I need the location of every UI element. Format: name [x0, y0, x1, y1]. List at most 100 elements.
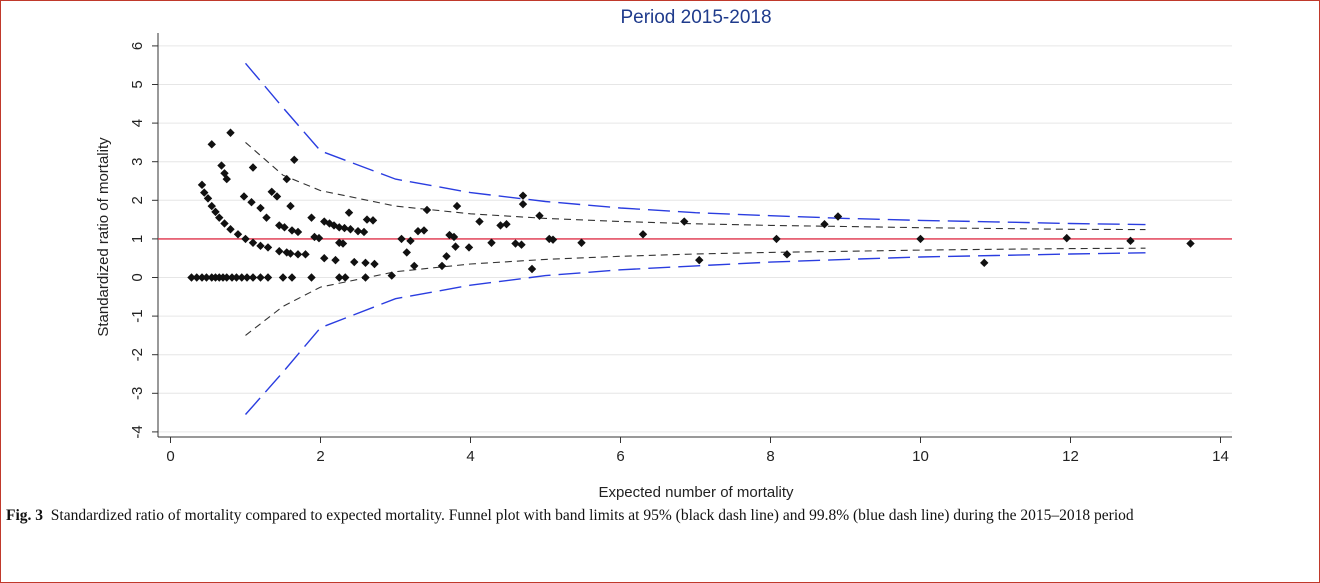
data-point: [437, 261, 447, 271]
x-tick-label: 6: [616, 448, 624, 465]
data-point: [772, 234, 781, 244]
data-point: [248, 163, 258, 172]
data-point: [314, 233, 324, 243]
x-tick-label: 0: [166, 448, 174, 465]
data-point: [1186, 239, 1195, 248]
data-point: [577, 238, 586, 247]
data-point: [211, 207, 220, 217]
data-point: [362, 215, 372, 224]
data-point: [502, 220, 511, 229]
data-point: [511, 239, 520, 248]
data-point: [442, 252, 451, 261]
data-point: [1126, 236, 1135, 246]
data-point: [341, 273, 350, 282]
y-tick-label: -1: [129, 309, 146, 322]
funnel-plot: Period 2015-2018 0 2 4 6 8 10 12 146543210-1-2-…: [95, 7, 1232, 500]
x-tick-label: 10: [912, 448, 929, 465]
data-point: [287, 273, 297, 282]
data-point: [331, 255, 340, 265]
data-point: [518, 199, 528, 209]
data-point: [916, 234, 925, 244]
limit-upper-998: [244, 62, 1146, 226]
data-point: [353, 226, 363, 236]
data-point: [272, 192, 282, 201]
data-point: [346, 225, 355, 234]
data-point: [262, 213, 271, 222]
data-point: [320, 217, 329, 226]
x-axis-title: Expected number of mortality: [598, 484, 794, 500]
data-point: [833, 212, 843, 221]
y-tick-label: -3: [129, 387, 146, 400]
data-point: [422, 205, 432, 215]
data-point: [256, 241, 265, 251]
x-tick-label: 4: [466, 448, 474, 465]
data-point: [368, 216, 378, 225]
data-point: [282, 174, 291, 184]
data-point: [217, 161, 226, 170]
y-tick-label: -2: [129, 348, 146, 361]
data-point: [222, 273, 231, 282]
y-tick-label: 1: [129, 235, 146, 243]
data-point: [248, 273, 258, 282]
x-tick-label: 12: [1062, 448, 1079, 465]
data-point: [256, 203, 265, 213]
y-tick-label: -4: [129, 425, 146, 438]
data-point: [413, 226, 423, 236]
data-point: [410, 261, 419, 271]
data-point: [192, 273, 201, 282]
data-point: [548, 235, 558, 244]
data-point: [695, 255, 704, 265]
data-point: [203, 194, 213, 203]
y-tick-label: 0: [129, 273, 146, 281]
data-point: [215, 213, 224, 222]
y-tick-label: 4: [129, 119, 146, 127]
data-point: [397, 234, 406, 244]
data-point: [370, 259, 379, 269]
data-point: [361, 258, 370, 268]
data-point: [226, 225, 235, 234]
data-point: [487, 238, 496, 247]
data-point: [232, 273, 241, 282]
chart-title: Period 2015-2018: [620, 7, 771, 28]
limit-lower-95: [245, 247, 1146, 336]
data-point: [197, 180, 207, 190]
data-point: [1062, 233, 1071, 243]
data-point: [233, 230, 243, 239]
data-point: [287, 226, 297, 235]
y-tick-label: 6: [129, 42, 146, 50]
data-point: [638, 230, 648, 239]
data-point: [680, 217, 689, 226]
data-point: [307, 273, 316, 282]
data-point: [387, 271, 396, 280]
data-point: [335, 273, 344, 282]
data-point: [237, 273, 246, 282]
y-tick-label: 3: [129, 158, 146, 166]
limit-lower-998: [244, 252, 1146, 415]
data-point: [820, 220, 829, 229]
data-point: [248, 238, 258, 247]
data-point: [419, 226, 429, 235]
data-point: [293, 227, 303, 237]
data-point: [518, 191, 528, 200]
limit-upper-95: [245, 141, 1146, 231]
data-point: [496, 221, 505, 230]
control-limits: [244, 62, 1146, 415]
data-point: [256, 273, 265, 282]
x-tick-label: 2: [316, 448, 324, 465]
data-point: [197, 273, 207, 282]
data-point: [241, 234, 250, 244]
data-point: [280, 223, 289, 232]
data-point: [535, 211, 544, 220]
data-point: [338, 239, 348, 248]
data-point: [310, 232, 319, 242]
data-point: [207, 201, 216, 211]
data-point: [307, 213, 316, 222]
data-point: [278, 273, 288, 282]
data-point: [344, 208, 354, 217]
data-point: [227, 273, 237, 282]
data-point: [464, 243, 474, 252]
grid-lines: [158, 45, 1232, 433]
x-tick-label: 8: [766, 448, 774, 465]
data-point: [242, 273, 252, 282]
